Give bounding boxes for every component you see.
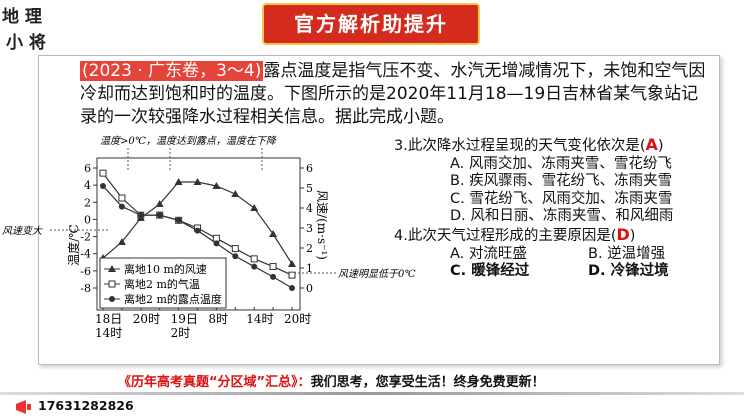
annotation: 温度>0℃，温度达到露点，温度在下降 (100, 135, 277, 147)
annotation: 风速变大 (2, 225, 43, 237)
phone-icon (16, 400, 31, 414)
x-tick-label: 19日 2时 (170, 312, 198, 340)
y2-axis-label: 风速/(m·s⁻¹) (315, 190, 329, 260)
point (250, 204, 259, 211)
point (117, 238, 126, 245)
options: A. 风雨交加、冻雨夹雪、雪花纷飞 B. 疾风骤雨、雪花纷飞、冻雨夹雪 C. 雪花纷… (450, 156, 692, 226)
phone: 17631282826 (38, 398, 134, 413)
legend-label: 离地2 m的气温 (124, 277, 200, 291)
intro: (2023 · 广东卷，3～4) 露点温度是指气压不变、水汽无增减情况下，未饱和空… (80, 60, 712, 129)
point (250, 255, 258, 263)
point (194, 227, 201, 234)
logo-text: 地 理 (2, 7, 42, 27)
y-tick-label: -6 (80, 265, 91, 278)
option: D. 风和日丽、冻雨夹雪、和风细雨 (450, 208, 674, 225)
option: A. 风雨交加、冻雨夹雪、雪花纷飞 (450, 155, 672, 172)
point (155, 200, 164, 207)
point (156, 212, 163, 219)
banner-title: 官方解析助提升 (262, 3, 480, 45)
y-tick-label: 4 (84, 179, 91, 192)
y2-tick-label: 6 (306, 162, 313, 175)
y-axis-label: 温度/℃ (66, 224, 81, 265)
point (174, 178, 183, 185)
point (118, 194, 126, 202)
option: C. 雪花纷飞、风雨交加、冻雨夹雪 (450, 190, 673, 207)
y-tick-label: -2 (80, 231, 91, 244)
point (109, 296, 115, 302)
y-tick-label: -4 (80, 248, 91, 261)
point (288, 260, 296, 267)
y2-tick-label: 5 (306, 182, 313, 195)
y2-tick-label: 1 (306, 262, 313, 275)
stem-close: ) (657, 138, 664, 154)
book-title: 《历年高考真题“分区域”汇总》： (118, 375, 311, 390)
point (288, 271, 296, 279)
logo: 地 理 小 将 (2, 4, 76, 70)
stem-close: ) (629, 227, 636, 244)
legend (99, 257, 227, 309)
question-stem: 4.此次天气过程形成的主要原因是(D) (394, 224, 692, 246)
intro-text: 露点温度是指气压不变、水汽无增减情况下，未饱和空气因冷却而达到饱和时的温度。下图… (80, 61, 706, 127)
answer: A (645, 135, 658, 154)
logo-text: 小 将 (6, 33, 46, 53)
point (137, 212, 144, 219)
y2-tick-label: 2 (306, 242, 313, 255)
y-tick-label: 0 (84, 213, 91, 226)
point (100, 183, 106, 189)
y-tick-label: -8 (80, 282, 91, 295)
y-tick-label: 2 (84, 196, 91, 209)
questions: 3.此次降水过程呈现的天气变化依次是(A) A. 风雨交加、冻雨夹雪、雪花纷飞 B.… (394, 135, 692, 281)
point (251, 263, 258, 270)
legend-label: 离地10 m的风速 (124, 262, 207, 276)
point (108, 265, 116, 272)
x-tick-label: 20时 (284, 312, 312, 326)
option: A. 对流旺盛 (450, 245, 527, 262)
point (270, 273, 277, 280)
stem-text: 3.此次降水过程呈现的天气变化依次是( (394, 138, 646, 154)
x-tick-label: 20时 (132, 312, 161, 326)
point (175, 217, 182, 224)
source: (2023 · 广东卷，3～4) (80, 61, 264, 81)
stem-text: 4.此次天气过程形成的主要原因是( (394, 227, 617, 244)
point (269, 230, 278, 237)
point (99, 169, 107, 177)
plot-frame (96, 157, 301, 311)
y2-tick-label: 4 (306, 202, 313, 215)
option: B. 逆温增强 (588, 245, 666, 262)
x-labels: 18日 14时 20时 19日 2时 8时 14时 20时 (0, 130, 450, 345)
x-tick-label: 18日 14时 (95, 312, 123, 340)
point (213, 240, 220, 247)
point (231, 190, 240, 197)
option: D. 冷锋过境 (588, 263, 669, 280)
answer: D (616, 224, 630, 244)
point (118, 203, 125, 210)
slogan: 我们思考，您享受生活！终身免费更新！ (310, 375, 545, 390)
point (232, 253, 239, 260)
x-tick-label: 8时 (208, 312, 229, 326)
y2-tick-label: 3 (306, 222, 313, 235)
point (231, 245, 239, 253)
annotation: 风速明显低于0℃ (338, 268, 416, 280)
footer: 《历年高考真题“分区域”汇总》：我们思考，您享受生活！终身免费更新！ (118, 371, 545, 390)
point (108, 280, 116, 288)
footer-bar (0, 392, 744, 395)
options: A. 对流旺盛 B. 逆温增强 C. 暖锋经过 D. 冷锋过境 (450, 246, 692, 281)
y-tick-label: 6 (84, 162, 91, 175)
point (269, 263, 277, 271)
point (193, 178, 202, 185)
content-frame (38, 55, 720, 365)
option: B. 疾风骤雨、雪花纷飞、冻雨夹雪 (450, 173, 673, 190)
legend-label: 离地2 m的露点温度 (124, 292, 222, 306)
question-stem: 3.此次降水过程呈现的天气变化依次是(A) (394, 135, 692, 156)
option: C. 暖锋经过 (450, 263, 530, 280)
x-tick-label: 14时 (246, 312, 274, 326)
point (212, 182, 221, 189)
y2-tick-label: 0 (306, 282, 313, 295)
point (289, 285, 295, 291)
